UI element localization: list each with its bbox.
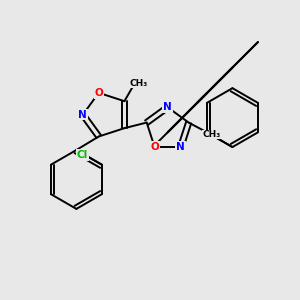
Text: O: O [94, 88, 103, 98]
Text: N: N [176, 142, 185, 152]
Text: N: N [79, 110, 87, 120]
Text: CH₃: CH₃ [129, 79, 147, 88]
Text: O: O [150, 142, 159, 152]
Text: Cl: Cl [77, 150, 88, 160]
Text: N: N [163, 102, 172, 112]
Text: CH₃: CH₃ [202, 130, 220, 139]
